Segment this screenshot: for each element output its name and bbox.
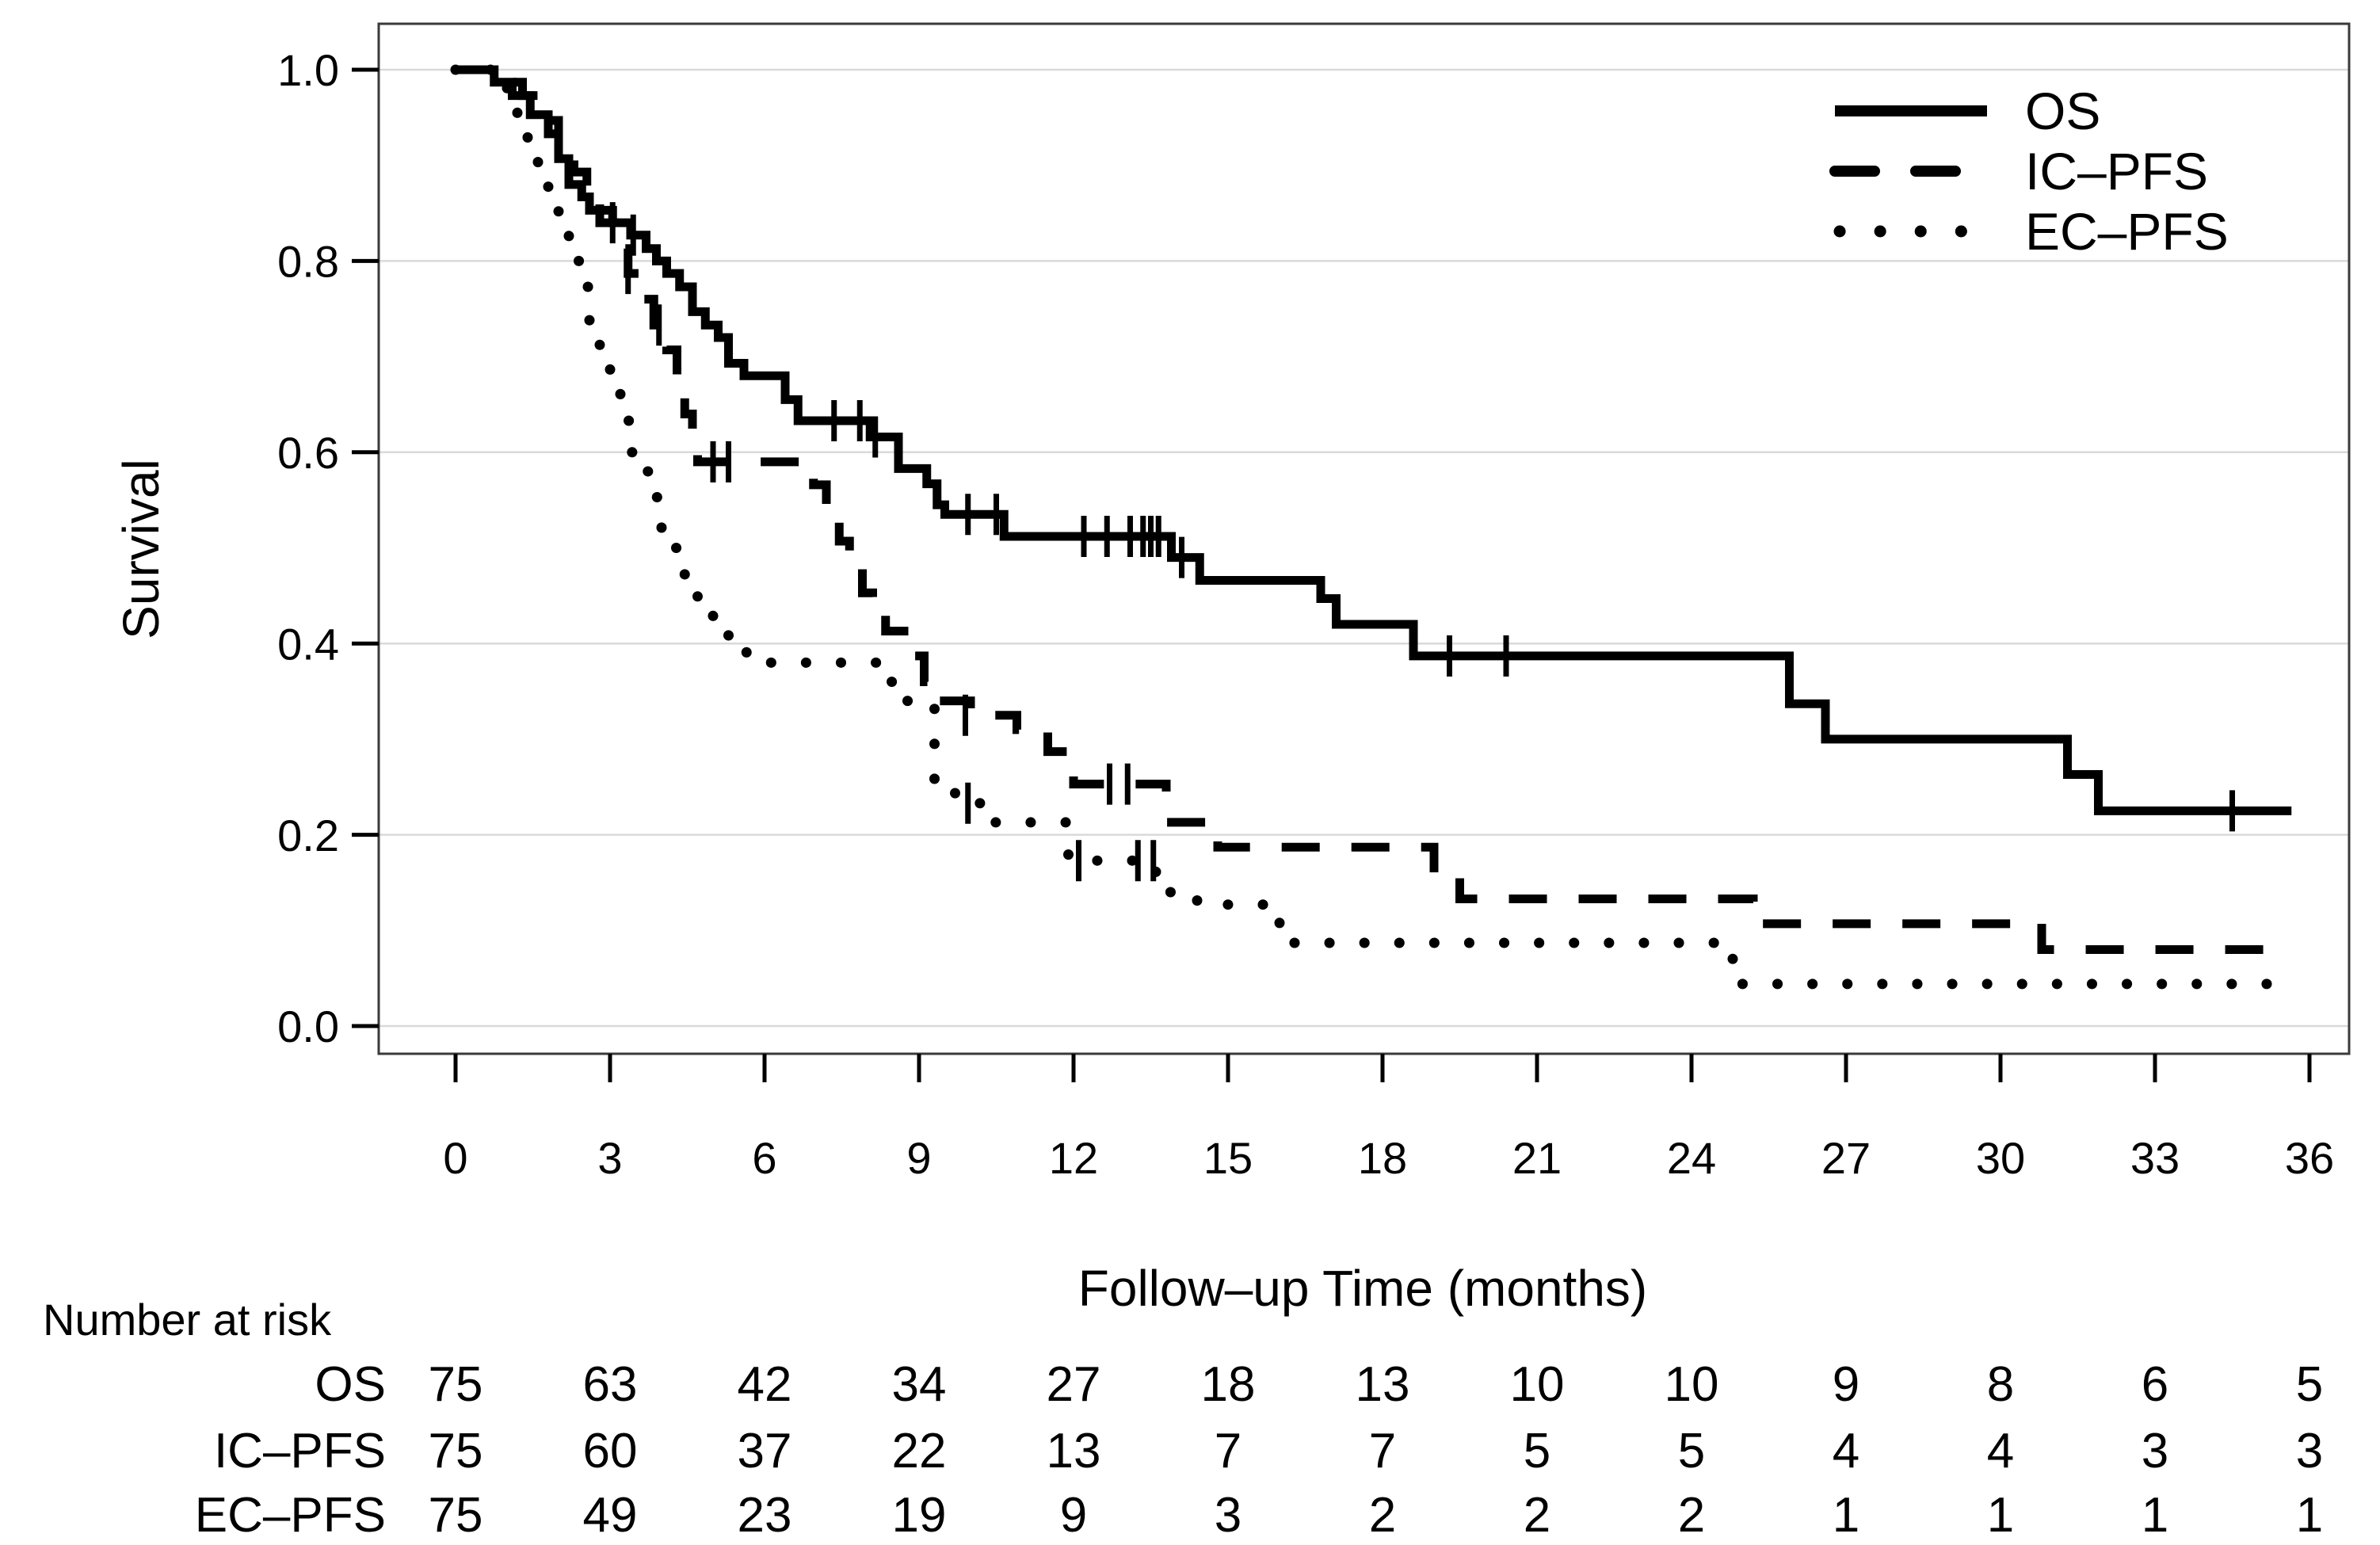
risk-value: 1 [2296, 1488, 2323, 1541]
axis-ticks: 0.00.20.40.60.81.00 3 6 9 12 15 18 21 24 27 30 33 36 [277, 45, 2334, 1183]
risk-value: 49 [583, 1488, 638, 1541]
risk-value: 27 [1047, 1357, 1101, 1412]
ic-pfs-curve [456, 65, 2274, 954]
risk-value: 75 [429, 1424, 483, 1478]
risk-value: 3 [2296, 1424, 2323, 1478]
risk-value: 5 [2296, 1357, 2323, 1412]
risk-value: 22 [892, 1424, 947, 1478]
risk-value: 7 [1369, 1424, 1396, 1478]
y-tick-label: 0.8 [277, 237, 339, 287]
os-curve [456, 65, 2292, 815]
risk-value: 5 [1678, 1424, 1705, 1478]
x-tick-label: 27 [1821, 1133, 1871, 1183]
risk-value: 19 [892, 1488, 947, 1541]
risk-value: 5 [1524, 1424, 1550, 1478]
risk-value: 13 [1356, 1357, 1410, 1412]
legend-label-ic-pfs: IC–PFS [2025, 142, 2208, 200]
risk-value: 42 [738, 1357, 792, 1412]
x-tick-label: 0 [443, 1133, 467, 1183]
legend-item-os: OS [1835, 82, 2100, 140]
censor-marks [609, 202, 2235, 882]
risk-value: 63 [583, 1357, 638, 1412]
risk-value: 1 [1833, 1488, 1859, 1541]
legend-item-ic-pfs: IC–PFS [1829, 142, 2208, 200]
legend-label-ec-pfs: EC–PFS [2025, 202, 2229, 261]
risk-value: 1 [1987, 1488, 2014, 1541]
risk-value: 4 [1833, 1424, 1859, 1478]
x-tick-label: 21 [1512, 1133, 1562, 1183]
risk-value: 2 [1369, 1488, 1396, 1541]
risk-value: 13 [1047, 1424, 1101, 1478]
y-tick-label: 1.0 [277, 45, 339, 95]
risk-row-label-ic-pfs: IC–PFS [214, 1424, 386, 1478]
risk-value: 75 [429, 1357, 483, 1412]
risk-value: 2 [1524, 1488, 1550, 1541]
x-tick-label: 6 [752, 1133, 776, 1183]
y-tick-label: 0.2 [277, 811, 339, 860]
survival-curves [450, 64, 2294, 990]
legend: OS IC–PFS EC–PFS [1829, 82, 2229, 261]
plot-border [377, 22, 2351, 1055]
y-axis-label: Survival [113, 459, 170, 639]
risk-value: 8 [1987, 1357, 2014, 1412]
x-tick-label: 30 [1976, 1133, 2025, 1183]
x-tick-label: 18 [1358, 1133, 1407, 1183]
risk-row-label-ec-pfs: EC–PFS [195, 1488, 386, 1541]
legend-item-ec-pfs: EC–PFS [1833, 202, 2229, 261]
legend-label-os: OS [2025, 82, 2100, 140]
x-tick-label: 33 [2130, 1133, 2180, 1183]
risk-value: 18 [1201, 1357, 1256, 1412]
risk-value: 10 [1665, 1357, 1719, 1412]
risk-table-title: Number at risk [43, 1295, 332, 1345]
risk-value: 60 [583, 1424, 638, 1478]
risk-value: 6 [2142, 1357, 2168, 1412]
risk-value: 75 [429, 1488, 483, 1541]
risk-value: 7 [1215, 1424, 1241, 1478]
risk-value: 4 [1987, 1424, 2014, 1478]
risk-value: 10 [1510, 1357, 1565, 1412]
risk-row-label-os: OS [315, 1357, 386, 1412]
risk-value: 37 [738, 1424, 792, 1478]
risk-value: 2 [1678, 1488, 1705, 1541]
risk-value: 9 [1060, 1488, 1087, 1541]
y-tick-label: 0.4 [277, 619, 339, 669]
x-tick-label: 3 [597, 1133, 622, 1183]
risk-value: 3 [2142, 1424, 2168, 1478]
x-tick-label: 12 [1049, 1133, 1098, 1183]
risk-value: 1 [2142, 1488, 2168, 1541]
risk-table: Number at risk OS IC–PFS EC–PFS 75 63 42 34… [43, 1295, 2324, 1543]
x-tick-label: 15 [1203, 1133, 1253, 1183]
risk-table-values: 75 63 42 34 27 18 13 10 10 9 8 6 575 60 37 22 13 7 7 5 5 4 4 3 3… [429, 1357, 2324, 1543]
x-tick-label: 36 [2285, 1133, 2334, 1183]
x-axis-label: Follow–up Time (months) [1078, 1260, 1647, 1317]
risk-value: 34 [892, 1357, 947, 1412]
risk-value: 3 [1215, 1488, 1241, 1541]
x-tick-label: 9 [906, 1133, 931, 1183]
gridlines [379, 68, 2349, 1028]
x-tick-label: 24 [1667, 1133, 1716, 1183]
risk-value: 23 [738, 1488, 792, 1541]
y-tick-label: 0.0 [277, 1001, 339, 1051]
y-tick-label: 0.6 [277, 428, 339, 478]
risk-value: 9 [1833, 1357, 1859, 1412]
